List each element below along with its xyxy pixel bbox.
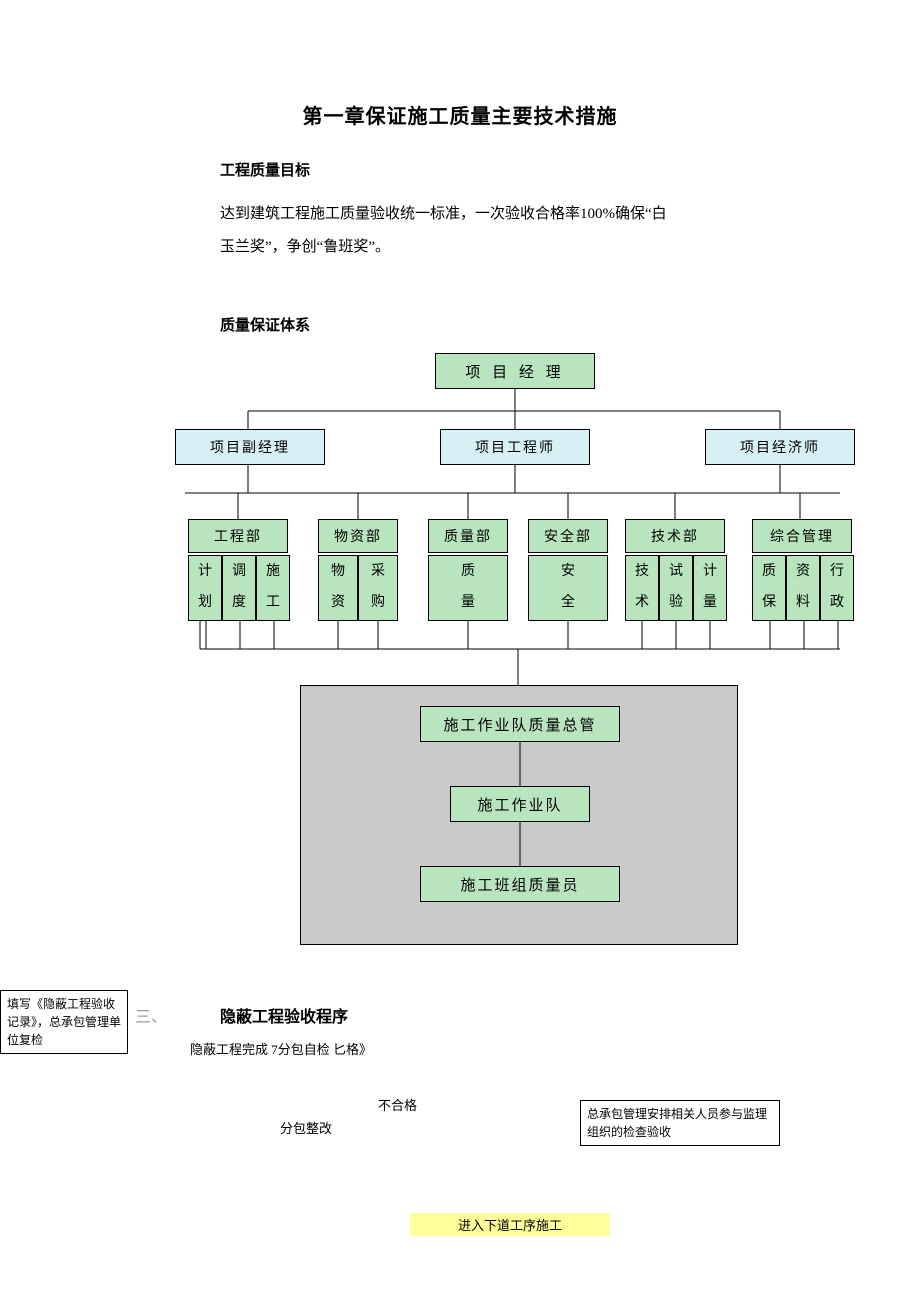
- sub-docs-c2: 料: [796, 588, 810, 619]
- section3-text: 隐蔽工程完成 7分包自检 匕格》: [190, 1039, 840, 1058]
- node-construction-team: 施工作业队: [450, 786, 590, 822]
- section2-heading: 质量保证体系: [220, 314, 840, 335]
- sub-tech: 技术: [625, 555, 659, 621]
- floatbox-record: 填写《隐蔽工程验收记录》，总承包管理单位复检: [0, 990, 128, 1054]
- sub-qa-c1: 质: [461, 557, 475, 588]
- sub-measure-c1: 计: [703, 557, 717, 588]
- sub-docs-c1: 资: [796, 557, 810, 588]
- section1-heading: 工程质量目标: [220, 159, 840, 180]
- label-rectify: 分包整改: [280, 1118, 332, 1137]
- sub-qc-c2: 保: [762, 588, 776, 619]
- sub-material-c1: 物: [331, 557, 345, 588]
- dept-tech: 技术部: [625, 519, 725, 553]
- sub-schedule-c1: 调: [232, 557, 246, 588]
- node-crew-inspector: 施工班组质量员: [420, 866, 620, 902]
- node-project-engineer: 项目工程师: [440, 429, 590, 465]
- sub-docs: 资料: [786, 555, 820, 621]
- sub-material-c2: 资: [331, 588, 345, 619]
- sub-measure: 计量: [693, 555, 727, 621]
- sub-tech-c2: 术: [635, 588, 649, 619]
- grey-container: 施工作业队质量总管 施工作业队 施工班组质量员: [300, 685, 738, 945]
- paragraph-line-2: 玉兰奖”，争创“鲁班奖”。: [220, 231, 800, 264]
- sub-admin: 行政: [820, 555, 854, 621]
- sub-test: 试验: [659, 555, 693, 621]
- node-project-economist: 项目经济师: [705, 429, 855, 465]
- dept-admin: 综合管理: [752, 519, 852, 553]
- section3-title: 隐蔽工程验收程序: [220, 1003, 348, 1027]
- sub-material: 物资: [318, 555, 358, 621]
- node-team-qa-lead: 施工作业队质量总管: [420, 706, 620, 742]
- sub-construction: 施工: [256, 555, 290, 621]
- node-root: 项 目 经 理: [435, 353, 595, 389]
- section3-number: 三、: [135, 1003, 167, 1027]
- sub-qa: 质量: [428, 555, 508, 621]
- sub-qc: 质保: [752, 555, 786, 621]
- sub-measure-c2: 量: [703, 588, 717, 619]
- sub-safety: 安全: [528, 555, 608, 621]
- sub-construction-c2: 工: [266, 588, 280, 619]
- sub-safety-c2: 全: [561, 588, 575, 619]
- node-deputy-manager: 项目副经理: [175, 429, 325, 465]
- sub-plan: 计划: [188, 555, 222, 621]
- sub-tech-c1: 技: [635, 557, 649, 588]
- sub-purchase-c1: 采: [371, 557, 385, 588]
- sub-admin-c1: 行: [830, 557, 844, 588]
- sub-admin-c2: 政: [830, 588, 844, 619]
- sub-construction-c1: 施: [266, 557, 280, 588]
- page: 第一章保证施工质量主要技术措施 工程质量目标 达到建筑工程施工质量验收统一标准，…: [0, 0, 920, 1098]
- sub-purchase: 采购: [358, 555, 398, 621]
- sub-test-c1: 试: [669, 557, 683, 588]
- label-fail: 不合格: [378, 1095, 417, 1114]
- page-title: 第一章保证施工质量主要技术措施: [80, 100, 840, 129]
- dept-engineering: 工程部: [188, 519, 288, 553]
- sub-qa-c2: 量: [461, 588, 475, 619]
- sub-schedule: 调度: [222, 555, 256, 621]
- section3-row: 三、 隐蔽工程验收程序: [80, 1003, 840, 1033]
- yellowbar-next: 进入下道工序施工: [410, 1213, 610, 1236]
- dept-safety: 安全部: [528, 519, 608, 553]
- sub-plan-c2: 划: [198, 588, 212, 619]
- floatbox-arrange: 总承包管理安排相关人员参与监理组织的检查验收: [580, 1100, 780, 1146]
- sub-plan-c1: 计: [198, 557, 212, 588]
- dept-quality: 质量部: [428, 519, 508, 553]
- sub-qc-c1: 质: [762, 557, 776, 588]
- org-chart: 项 目 经 理 项目副经理 项目工程师 项目经济师 工程部 物资部 质量部 安全…: [80, 353, 840, 973]
- sub-safety-c1: 安: [561, 557, 575, 588]
- paragraph-line-1: 达到建筑工程施工质量验收统一标准，一次验收合格率100%确保“白: [220, 198, 800, 231]
- sub-purchase-c2: 购: [371, 588, 385, 619]
- sub-test-c2: 验: [669, 588, 683, 619]
- dept-materials: 物资部: [318, 519, 398, 553]
- sub-schedule-c2: 度: [232, 588, 246, 619]
